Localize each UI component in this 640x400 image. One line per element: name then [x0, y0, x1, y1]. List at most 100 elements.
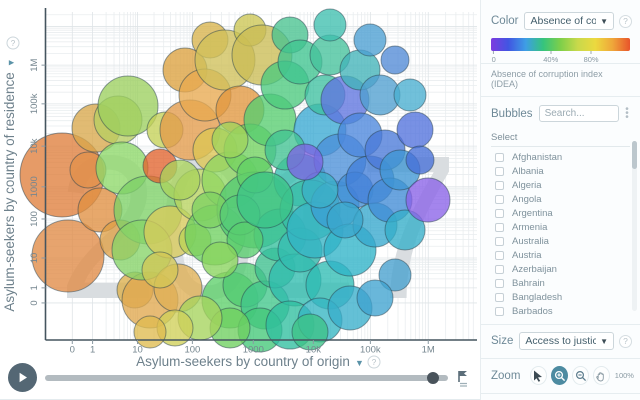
color-label: Color	[491, 15, 518, 27]
country-label: Austria	[512, 250, 542, 261]
y-axis-title[interactable]: Asylum-seekers by country of residence▼	[2, 58, 17, 311]
color-gradient-bar[interactable]	[491, 38, 630, 51]
country-list-scrollbar[interactable]	[632, 141, 637, 311]
y-axis-help-glyph: ?	[11, 39, 16, 48]
country-checkbox[interactable]	[495, 153, 504, 162]
country-checkbox[interactable]	[495, 167, 504, 176]
size-dropdown-value: Access to justice In...	[525, 335, 596, 347]
country-bubble[interactable]	[381, 46, 409, 74]
country-bubble[interactable]	[406, 178, 450, 222]
color-dropdown-value: Absence of corrup...	[530, 15, 596, 27]
cursor-icon	[533, 370, 544, 382]
bubble-chart[interactable]: 20170110100100010k100k1M0110100100010k10…	[0, 0, 480, 400]
country-label: Afghanistan	[512, 152, 562, 163]
sidebar-actions: OPTIONS PRESENT EXPAND	[481, 394, 640, 400]
chevron-down-icon: ▼	[600, 337, 608, 346]
color-legend: 040%80%	[491, 38, 630, 63]
country-row[interactable]: Barbados	[495, 304, 634, 318]
country-row[interactable]: Australia	[495, 234, 634, 248]
zoom-out-button[interactable]	[572, 366, 589, 385]
country-label: Australia	[512, 236, 549, 247]
x-axis-title[interactable]: Asylum-seekers by country of origin▼	[136, 354, 364, 369]
country-bubble[interactable]	[314, 9, 346, 41]
country-bubble[interactable]	[237, 172, 293, 228]
zoom-level-value: 100%	[615, 371, 634, 380]
y-tick-label: 100	[29, 211, 40, 227]
country-bubble[interactable]	[327, 202, 363, 238]
size-help-icon[interactable]: ?	[619, 335, 632, 348]
country-row[interactable]: Bahrain	[495, 276, 634, 290]
gapminder-tools-app: 20170110100100010k100k1M0110100100010k10…	[0, 0, 640, 400]
size-label: Size	[491, 335, 513, 347]
y-tick-label: 1	[29, 285, 40, 290]
country-label: Armenia	[512, 222, 547, 233]
y-tick-label: 1M	[29, 58, 40, 71]
country-bubble[interactable]	[142, 252, 178, 288]
zoom-in-button[interactable]	[551, 366, 568, 385]
country-bubble[interactable]	[397, 112, 433, 148]
country-row[interactable]: Armenia	[495, 220, 634, 234]
play-button[interactable]	[8, 363, 37, 392]
country-bubble[interactable]	[202, 242, 238, 278]
country-label: Angola	[512, 194, 542, 205]
country-label: Bahrain	[512, 278, 545, 289]
pan-hand-button[interactable]	[593, 366, 610, 385]
country-row[interactable]: Angola	[495, 192, 634, 206]
bubble-chart-region: 20170110100100010k100k1M0110100100010k10…	[0, 0, 480, 400]
country-checkbox[interactable]	[495, 265, 504, 274]
country-bubble[interactable]	[394, 79, 426, 111]
kebab-menu-icon[interactable]: •••	[622, 108, 632, 120]
country-label: Albania	[512, 166, 544, 177]
country-list-scroll-thumb[interactable]	[632, 141, 637, 169]
y-tick-label: 10k	[29, 138, 40, 154]
gradient-tick-label: 40%	[543, 51, 558, 64]
country-checkbox[interactable]	[495, 307, 504, 316]
size-section: Size Access to justice In... ▼ ?	[481, 332, 640, 350]
country-row[interactable]: Albania	[495, 164, 634, 178]
y-tick-label: 1000	[29, 176, 40, 197]
zoom-section: Zoom	[481, 366, 640, 385]
country-checkbox[interactable]	[495, 251, 504, 260]
country-label: Bangladesh	[512, 292, 562, 303]
color-dropdown[interactable]: Absence of corrup... ▼	[524, 12, 614, 30]
country-checkbox[interactable]	[495, 293, 504, 302]
country-bubble[interactable]	[287, 144, 323, 180]
y-tick-label: 10	[29, 253, 40, 264]
country-row[interactable]: Azerbaijan	[495, 262, 634, 276]
timeline-flag-icon[interactable]	[455, 369, 473, 387]
country-checkbox[interactable]	[495, 209, 504, 218]
country-checkbox[interactable]	[495, 195, 504, 204]
size-dropdown[interactable]: Access to justice In... ▼	[519, 332, 614, 350]
chevron-down-icon: ▼	[600, 17, 608, 26]
country-checkbox[interactable]	[495, 237, 504, 246]
country-bubble[interactable]	[406, 146, 434, 174]
color-help-icon[interactable]: ?	[619, 15, 632, 28]
zoom-out-icon	[575, 370, 587, 382]
country-bubble[interactable]	[212, 122, 248, 158]
country-bubble[interactable]	[134, 316, 166, 348]
country-checkbox[interactable]	[495, 279, 504, 288]
country-row[interactable]: Afghanistan	[495, 150, 634, 164]
x-axis-help-glyph: ?	[372, 358, 377, 367]
time-slider[interactable]	[45, 375, 448, 381]
play-icon	[16, 371, 29, 384]
cursor-tool-button[interactable]	[530, 366, 547, 385]
bubbles-label: Bubbles	[491, 108, 533, 120]
country-checkbox[interactable]	[495, 181, 504, 190]
country-label: Azerbaijan	[512, 264, 557, 275]
zoom-label: Zoom	[491, 370, 520, 382]
y-tick-label: 0	[29, 300, 40, 305]
country-label: Argentina	[512, 208, 553, 219]
country-bubble[interactable]	[357, 280, 393, 316]
country-row[interactable]: Algeria	[495, 178, 634, 192]
country-bubble[interactable]	[160, 160, 200, 200]
country-bubble[interactable]	[354, 24, 386, 56]
country-row[interactable]: Argentina	[495, 206, 634, 220]
color-section: Color Absence of corrup... ▼ ?	[481, 12, 640, 30]
country-row[interactable]: Bangladesh	[495, 290, 634, 304]
country-row[interactable]: Austria	[495, 248, 634, 262]
x-tick-label: 0	[70, 345, 75, 356]
x-tick-label: 1M	[422, 345, 435, 356]
country-checkbox[interactable]	[495, 223, 504, 232]
bubbles-search-input[interactable]	[539, 105, 619, 122]
